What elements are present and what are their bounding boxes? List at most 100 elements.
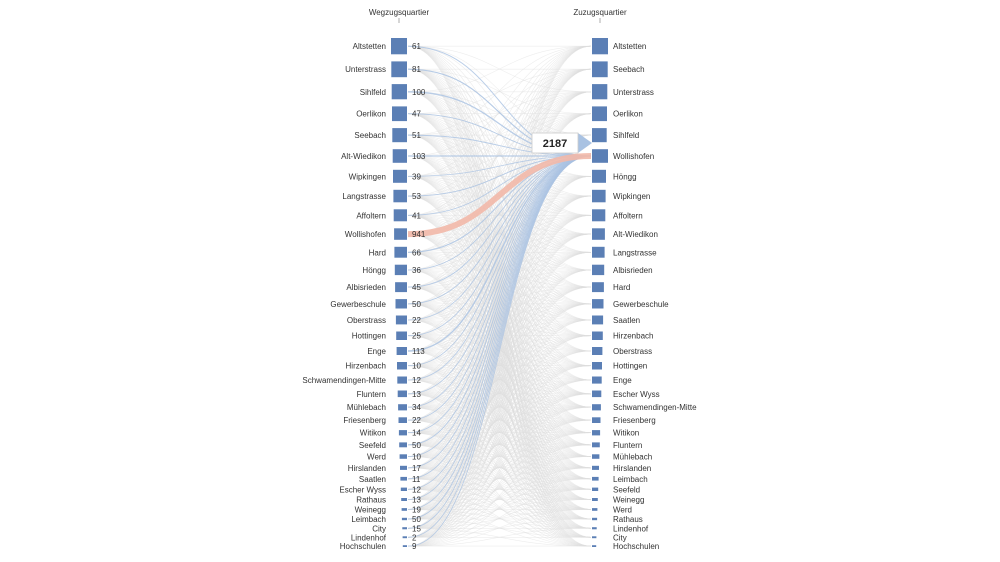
target-node-schwamendingen-mitte[interactable]: Schwamendingen-Mitte [592, 403, 697, 412]
target-node-hochschulen[interactable]: Hochschulen [592, 542, 659, 551]
source-node-schwamendingen-mitte[interactable]: Schwamendingen-Mitte 12 [302, 376, 421, 385]
source-node-escher-wyss[interactable]: Escher Wyss 12 [339, 485, 421, 494]
source-node-hirslanden[interactable]: Hirslanden 17 [348, 464, 422, 473]
inflow-link-oberstrass[interactable] [407, 155, 592, 321]
target-bar [592, 84, 608, 100]
source-node-hard[interactable]: Hard 66 [369, 246, 422, 258]
source-node-seefeld[interactable]: Seefeld 50 [359, 441, 422, 450]
inflow-link-seebach[interactable] [407, 134, 592, 157]
target-node-weinegg[interactable]: Weinegg [592, 496, 644, 505]
source-node-lindenhof[interactable]: Lindenhof 2 [351, 533, 417, 542]
target-node-gewerbeschule[interactable]: Gewerbeschule [592, 299, 669, 309]
target-node-seebach[interactable]: Seebach [592, 61, 645, 78]
target-label: Werd [613, 505, 632, 514]
background-link [407, 195, 592, 547]
target-node-witikon[interactable]: Witikon [592, 429, 639, 438]
background-link [407, 365, 592, 446]
source-node-unterstrass[interactable]: Unterstrass 81 [345, 61, 421, 78]
source-node-witikon[interactable]: Witikon 14 [360, 429, 422, 438]
target-node-hard[interactable]: Hard [592, 282, 630, 293]
target-node-affoltern[interactable]: Affoltern [592, 209, 643, 222]
source-node-alt-wiedikon[interactable]: Alt-Wiedikon 103 [341, 149, 426, 163]
source-node-city[interactable]: City 15 [372, 524, 421, 533]
target-node-alt-wiedikon[interactable]: Alt-Wiedikon [592, 228, 658, 240]
source-node-saatlen[interactable]: Saatlen 11 [359, 475, 421, 484]
target-node-wipkingen[interactable]: Wipkingen [592, 189, 650, 203]
target-node-friesenberg[interactable]: Friesenberg [592, 416, 656, 425]
target-node-seefeld[interactable]: Seefeld [592, 485, 640, 494]
inflow-link-oerlikon[interactable] [407, 113, 592, 157]
source-node-langstrasse[interactable]: Langstrasse 53 [342, 189, 421, 203]
background-link [407, 45, 592, 136]
target-node-unterstrass[interactable]: Unterstrass [592, 84, 654, 100]
source-node-altstetten[interactable]: Altstetten 61 [353, 38, 422, 55]
source-node-wollishofen[interactable]: Wollishofen 941 [345, 228, 426, 240]
source-node-seebach[interactable]: Seebach 51 [354, 128, 421, 143]
target-node-langstrasse[interactable]: Langstrasse [592, 246, 657, 258]
source-node-werd[interactable]: Werd 10 [367, 453, 421, 462]
target-node-escher-wyss[interactable]: Escher Wyss [592, 390, 660, 399]
target-label: Hirzenbach [613, 332, 653, 341]
source-node-hottingen[interactable]: Hottingen 25 [352, 331, 422, 341]
source-label: Fluntern [357, 390, 386, 399]
source-node-sihlfeld[interactable]: Sihlfeld 100 [360, 84, 426, 100]
target-bar [592, 209, 606, 222]
source-node-hoengg[interactable]: Höngg 36 [362, 264, 421, 276]
source-node-oberstrass[interactable]: Oberstrass 22 [347, 315, 422, 326]
target-node-hirzenbach[interactable]: Hirzenbach [592, 331, 653, 341]
source-node-friesenberg[interactable]: Friesenberg 22 [343, 416, 421, 425]
inflow-link-enge[interactable] [407, 155, 592, 352]
source-node-gewerbeschule[interactable]: Gewerbeschule 50 [330, 299, 421, 309]
source-value: 17 [412, 464, 421, 473]
source-node-weinegg[interactable]: Weinegg 19 [355, 505, 422, 514]
target-node-hottingen[interactable]: Hottingen [592, 362, 647, 371]
background-link [407, 91, 592, 408]
target-node-lindenhof[interactable]: Lindenhof [592, 524, 649, 533]
target-node-albisrieden[interactable]: Albisrieden [592, 264, 653, 276]
source-node-hirzenbach[interactable]: Hirzenbach 10 [346, 362, 422, 371]
source-node-hochschulen[interactable]: Hochschulen 9 [340, 542, 417, 551]
target-node-enge[interactable]: Enge [592, 376, 632, 385]
source-node-fluntern[interactable]: Fluntern 13 [357, 390, 422, 399]
source-node-oerlikon[interactable]: Oerlikon 47 [356, 106, 421, 122]
inflow-link-hochschulen[interactable] [407, 155, 592, 547]
source-node-albisrieden[interactable]: Albisrieden 45 [346, 282, 421, 293]
target-node-rathaus[interactable]: Rathaus [592, 515, 643, 524]
inflow-link-fluntern[interactable] [407, 155, 592, 395]
target-bar [592, 38, 608, 55]
target-node-oberstrass[interactable]: Oberstrass [592, 347, 652, 356]
source-node-enge[interactable]: Enge 113 [367, 347, 425, 356]
target-bar [592, 404, 601, 411]
inflow-link-hirzenbach[interactable] [407, 155, 592, 367]
target-node-leimbach[interactable]: Leimbach [592, 475, 648, 484]
target-label: Fluntern [613, 441, 642, 450]
target-node-oerlikon[interactable]: Oerlikon [592, 106, 643, 122]
inflow-link-muehlebach[interactable] [407, 155, 592, 408]
target-node-muehlebach[interactable]: Mühlebach [592, 453, 652, 462]
target-node-hirslanden[interactable]: Hirslanden [592, 464, 651, 473]
inflow-link-werd[interactable] [407, 155, 592, 457]
target-node-altstetten[interactable]: Altstetten [592, 38, 646, 55]
inflow-link-friesenberg[interactable] [407, 155, 592, 421]
target-node-hoengg[interactable]: Höngg [592, 169, 637, 183]
source-node-leimbach[interactable]: Leimbach 50 [351, 515, 421, 524]
total-callout[interactable]: 2187 [531, 132, 592, 154]
source-node-wipkingen[interactable]: Wipkingen 39 [349, 169, 422, 183]
source-node-muehlebach[interactable]: Mühlebach 34 [347, 403, 422, 412]
target-node-sihlfeld[interactable]: Sihlfeld [592, 128, 639, 143]
source-node-affoltern[interactable]: Affoltern 41 [356, 209, 421, 222]
source-bar [402, 545, 407, 547]
inflow-link-wollishofen[interactable] [407, 153, 592, 238]
target-node-fluntern[interactable]: Fluntern [592, 441, 642, 450]
target-node-city[interactable]: City [592, 533, 627, 542]
target-node-wollishofen[interactable]: Wollishofen [592, 149, 654, 163]
inflow-link-gewerbeschule[interactable] [407, 155, 592, 305]
source-node-rathaus[interactable]: Rathaus 13 [356, 496, 421, 505]
inflow-link-schwamendingen-mitte[interactable] [407, 155, 592, 381]
target-node-saatlen[interactable]: Saatlen [592, 315, 640, 326]
inflow-link-seefeld[interactable] [407, 155, 592, 446]
source-bar [401, 517, 407, 521]
target-node-werd[interactable]: Werd [592, 505, 632, 514]
inflow-link-witikon[interactable] [407, 155, 592, 434]
source-label: Höngg [362, 266, 386, 275]
